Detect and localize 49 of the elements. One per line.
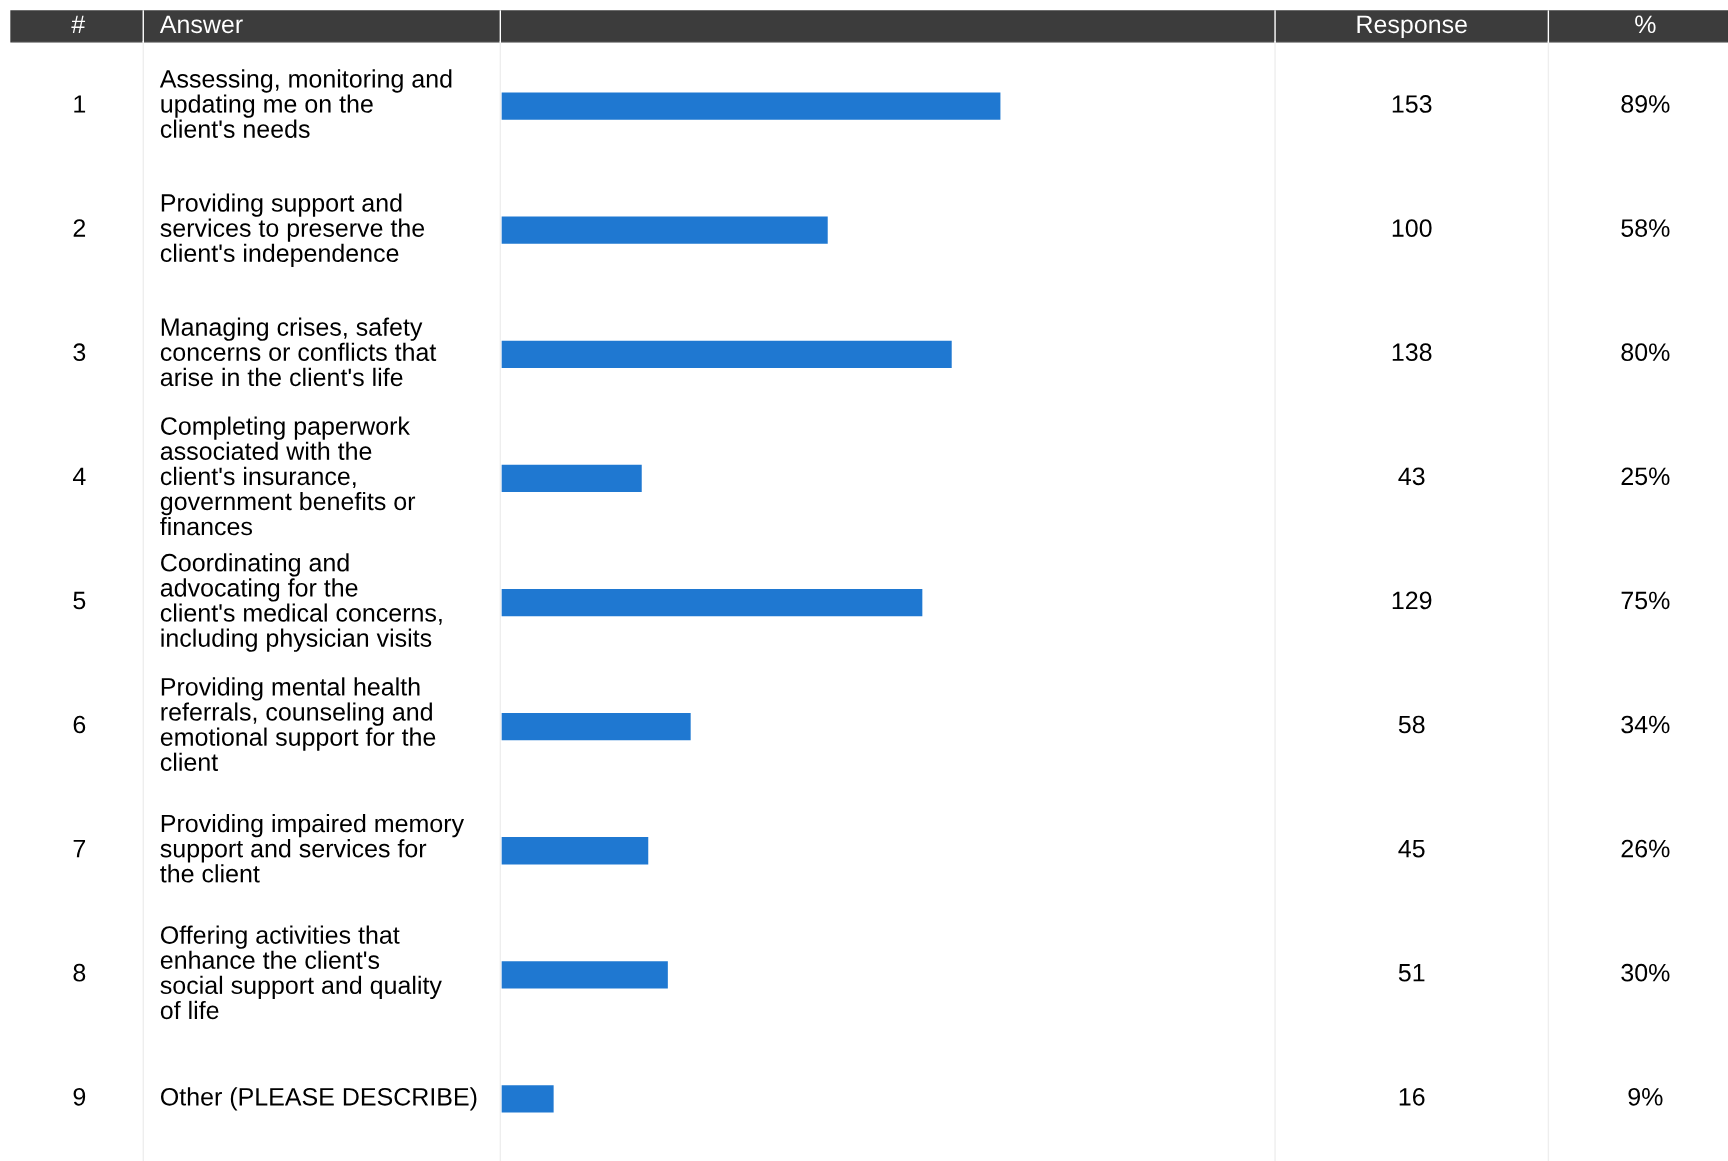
text: 34%: [1621, 715, 1670, 734]
text: Response: [1357, 15, 1467, 39]
bar: [501, 216, 828, 244]
text: 75%: [1621, 591, 1670, 610]
text: #: [71, 15, 86, 33]
y-tick-label: Providing impaired memory support and services for the client: [160, 813, 465, 883]
text: 5: [73, 591, 86, 610]
y-tick-label: Providing mental health referrals, counseling and emotional support for the client: [160, 677, 436, 772]
data-label: 16: [1399, 1087, 1425, 1106]
text: 2: [73, 219, 86, 237]
data-label: 43: [1398, 467, 1425, 486]
bar: [501, 961, 668, 989]
bar: [501, 92, 1001, 120]
text: 8: [73, 963, 86, 982]
y-tick-label: Other (PLEASE DESCRIBE): [160, 1087, 477, 1111]
data-label: 153: [1392, 95, 1432, 113]
text: 30%: [1621, 963, 1670, 982]
text: 3: [73, 343, 86, 362]
text: 6: [73, 715, 86, 734]
bar: [501, 588, 923, 617]
y-tick-label: Offering activities that enhance the client's social support and quality of life: [160, 925, 442, 1020]
bar: [501, 340, 952, 368]
text: 1: [74, 95, 86, 113]
text: 58%: [1621, 219, 1670, 237]
bar: [501, 1085, 554, 1113]
data-label: 51: [1398, 964, 1425, 982]
y-tick-label: Managing crises, safety concerns or conflicts that arise in the client's life: [160, 317, 437, 387]
bar: [501, 712, 691, 741]
text: 26%: [1621, 839, 1670, 858]
text: 9%: [1628, 1087, 1663, 1106]
y-tick-label: Completing paperwork associated with the client's insurance, government benefits or finances: [160, 416, 416, 536]
text: 89%: [1621, 95, 1670, 113]
text: %: [1635, 15, 1656, 34]
bar: [501, 837, 649, 865]
data-label: 58: [1398, 715, 1425, 734]
text: 80%: [1621, 343, 1670, 362]
text: 7: [73, 840, 86, 858]
bar: [501, 464, 642, 493]
text: 25%: [1621, 467, 1670, 486]
y-tick-label: Coordinating and advocating for the client's medical concerns, including physician visits: [160, 553, 442, 652]
text: 9: [73, 1087, 86, 1106]
text: 4: [72, 467, 86, 485]
data-label: 45: [1398, 840, 1425, 858]
y-tick-label: Providing support and services to preserve the client's independence: [160, 193, 425, 267]
data-label: 129: [1392, 591, 1432, 610]
text: Answer: [159, 15, 243, 34]
y-tick-label: Assessing, monitoring and updating me on the client's needs: [159, 69, 452, 138]
data-label: 138: [1392, 343, 1432, 362]
data-label: 100: [1392, 219, 1432, 237]
